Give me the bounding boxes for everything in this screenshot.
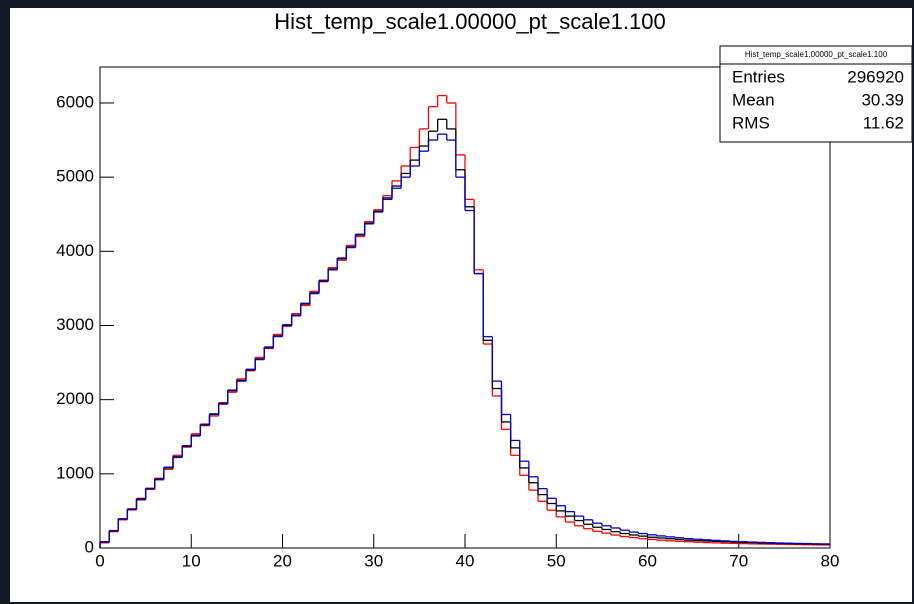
x-tick-label: 10 (182, 551, 201, 570)
x-tick-label: 0 (95, 551, 104, 570)
x-tick-label: 40 (456, 551, 475, 570)
stats-value: 30.39 (861, 90, 904, 109)
y-tick-label: 1000 (56, 463, 94, 482)
stats-label: Mean (732, 90, 775, 109)
x-tick-label: 30 (364, 551, 383, 570)
y-tick-label: 2000 (56, 389, 94, 408)
stats-label: Entries (732, 67, 785, 86)
stats-value: 296920 (847, 67, 904, 86)
x-tick-label: 60 (638, 551, 657, 570)
y-tick-label: 6000 (56, 92, 94, 111)
y-tick-label: 5000 (56, 167, 94, 186)
stats-box (719, 45, 912, 143)
y-tick-label: 4000 (56, 241, 94, 260)
x-tick-label: 80 (821, 551, 840, 570)
x-tick-label: 50 (547, 551, 566, 570)
stats-value: 11.62 (863, 113, 904, 132)
chart: Hist_temp_scale1.00000_pt_scale1.100 0 10… (56, 9, 912, 570)
stats-label: RMS (732, 113, 770, 132)
stats-title: Hist_temp_scale1.00000_pt_scale1.100 (745, 50, 888, 59)
x-tick-label: 20 (273, 551, 292, 570)
y-tick-label: 0 (85, 537, 94, 556)
canvas: Hist_temp_scale1.00000_pt_scale1.100 0 10… (10, 8, 912, 602)
x-tick-label: 70 (729, 551, 748, 570)
chart-title: Hist_temp_scale1.00000_pt_scale1.100 (274, 9, 665, 34)
y-tick-label: 3000 (56, 315, 94, 334)
